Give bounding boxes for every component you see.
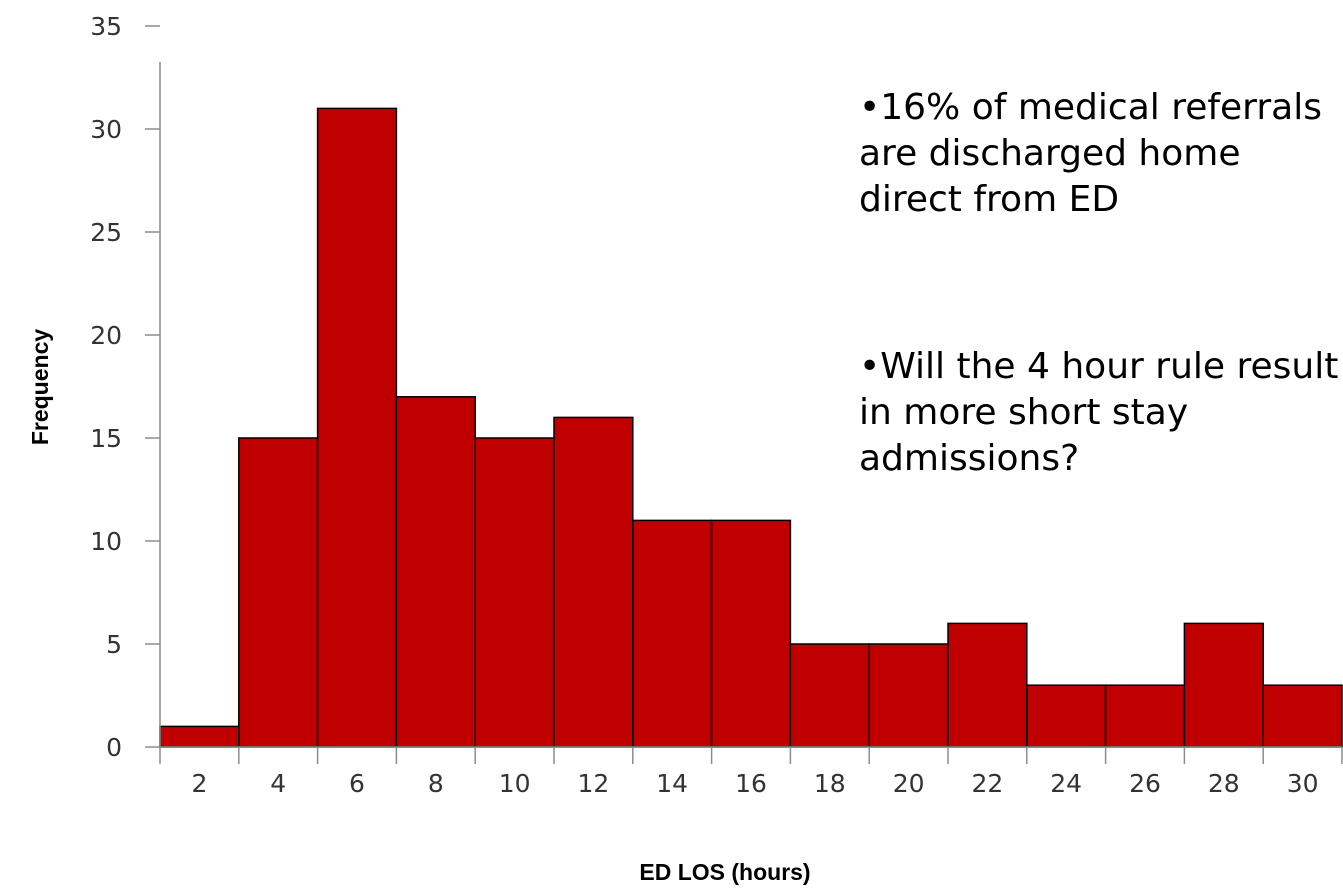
x-axis-title: ED LOS (hours) (639, 859, 810, 885)
annotation-line: admissions? (859, 438, 1080, 479)
y-tick-label: 15 (90, 424, 122, 453)
annotation-line: in more short stay (859, 392, 1189, 433)
annotation-four-hour-rule: •Will the 4 hour rule result in more sho… (859, 344, 1338, 482)
x-tick-label: 14 (656, 769, 688, 798)
y-tick-label: 0 (106, 733, 122, 762)
y-tick-label: 35 (90, 12, 122, 41)
bar-30 (1262, 684, 1343, 748)
y-tick-label: 5 (106, 630, 122, 659)
annotation-line: •Will the 4 hour rule result (859, 346, 1339, 387)
bar-12 (553, 416, 634, 748)
y-tick-label: 10 (90, 527, 122, 556)
x-tick-label: 24 (1050, 769, 1082, 798)
x-tick-label: 20 (893, 769, 925, 798)
x-tick-label: 18 (814, 769, 846, 798)
annotation-discharged: •16% of medical referrals are discharged… (859, 85, 1322, 223)
bar-24 (1026, 684, 1107, 748)
bars-group (159, 107, 1343, 748)
bar-22 (947, 622, 1028, 748)
annotation-line: •16% of medical referrals (859, 87, 1322, 128)
bar-16 (710, 519, 792, 748)
bar-14 (632, 519, 713, 748)
y-axis-title: Frequency (27, 329, 53, 446)
x-tick-label: 2 (191, 769, 207, 798)
annotation-line: are discharged home (859, 133, 1241, 174)
bar-28 (1183, 622, 1264, 748)
x-tick-label: 4 (270, 769, 286, 798)
x-tick-label: 26 (1129, 769, 1161, 798)
bar-2 (159, 725, 240, 748)
y-tick-label: 25 (90, 218, 122, 247)
x-tick-label: 28 (1208, 769, 1240, 798)
annotation-line: direct from ED (859, 179, 1120, 220)
bar-26 (1104, 684, 1186, 748)
y-tick-label: 30 (90, 115, 122, 144)
bar-4 (238, 437, 319, 748)
y-tick-label: 20 (90, 321, 122, 350)
x-tick-label: 16 (735, 769, 767, 798)
x-tick-label: 8 (428, 769, 444, 798)
bar-8 (395, 396, 476, 748)
bar-6 (316, 107, 398, 748)
x-tick-label: 22 (971, 769, 1003, 798)
bar-10 (474, 437, 555, 748)
x-tick-label: 12 (577, 769, 609, 798)
bar-20 (868, 643, 949, 748)
x-tick-label: 30 (1287, 769, 1319, 798)
x-tick-label: 6 (349, 769, 365, 798)
x-tick-label: 10 (499, 769, 531, 798)
bar-18 (789, 643, 870, 748)
